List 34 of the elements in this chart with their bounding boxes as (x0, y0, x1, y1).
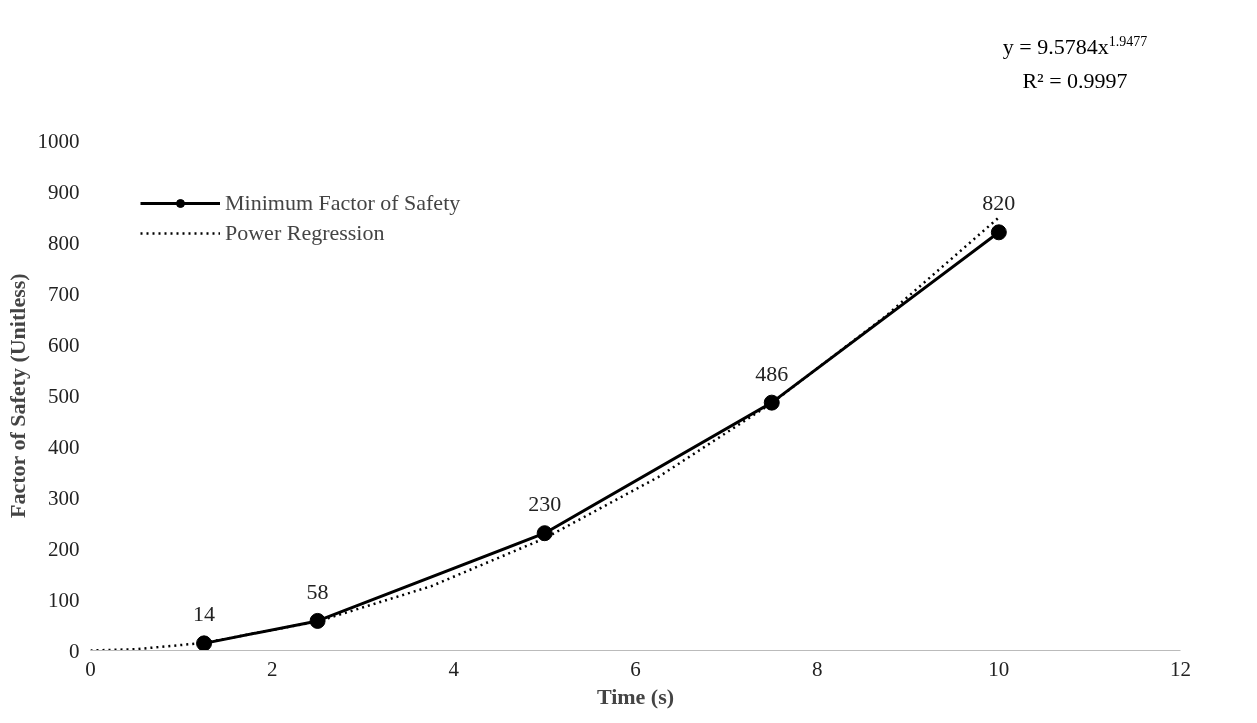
legend-label: Power Regression (225, 220, 385, 246)
y-tick-label: 700 (48, 281, 80, 306)
point (196, 635, 213, 651)
x-axis-title: Time (s) (596, 683, 675, 709)
point (763, 394, 780, 411)
y-tick-label: 600 (48, 332, 80, 357)
y-tick-label: 200 (48, 536, 80, 561)
y-tick-label: 1000 (37, 128, 80, 153)
legend-label: Minimum Factor of Safety (225, 190, 461, 216)
x-tick-label: 4 (448, 656, 460, 681)
x-tick-label: 8 (811, 656, 823, 681)
data-label: 230 (528, 491, 562, 517)
y-tick-label: 500 (48, 383, 80, 408)
y-tick-label: 0 (69, 638, 80, 663)
x-tick-label: 0 (85, 656, 96, 681)
x-tick-label: 2 (266, 656, 278, 681)
text: y = 9.5784x$^{1.9477}$ (1002, 33, 1148, 62)
x-tick-label: 6 (630, 656, 641, 681)
y-tick-label: 100 (48, 587, 80, 612)
point (536, 525, 553, 542)
y-axis-title: Factor of Safety (Unitless) (4, 273, 30, 518)
data-label: 58 (306, 578, 329, 604)
point (309, 612, 326, 629)
y-tick-label: 300 (48, 485, 80, 510)
data-label: 820 (982, 190, 1016, 216)
text: R² = 0.9997 (1021, 67, 1129, 96)
point (990, 224, 1007, 241)
y-tick-label: 800 (48, 230, 80, 255)
y-tick-label: 900 (48, 179, 80, 204)
data-label: 14 (193, 601, 216, 627)
x-tick-label: 10 (988, 656, 1010, 681)
x-tick-label: 12 (1170, 656, 1191, 681)
y-tick-label: 400 (48, 434, 80, 459)
data-label: 486 (755, 360, 789, 386)
